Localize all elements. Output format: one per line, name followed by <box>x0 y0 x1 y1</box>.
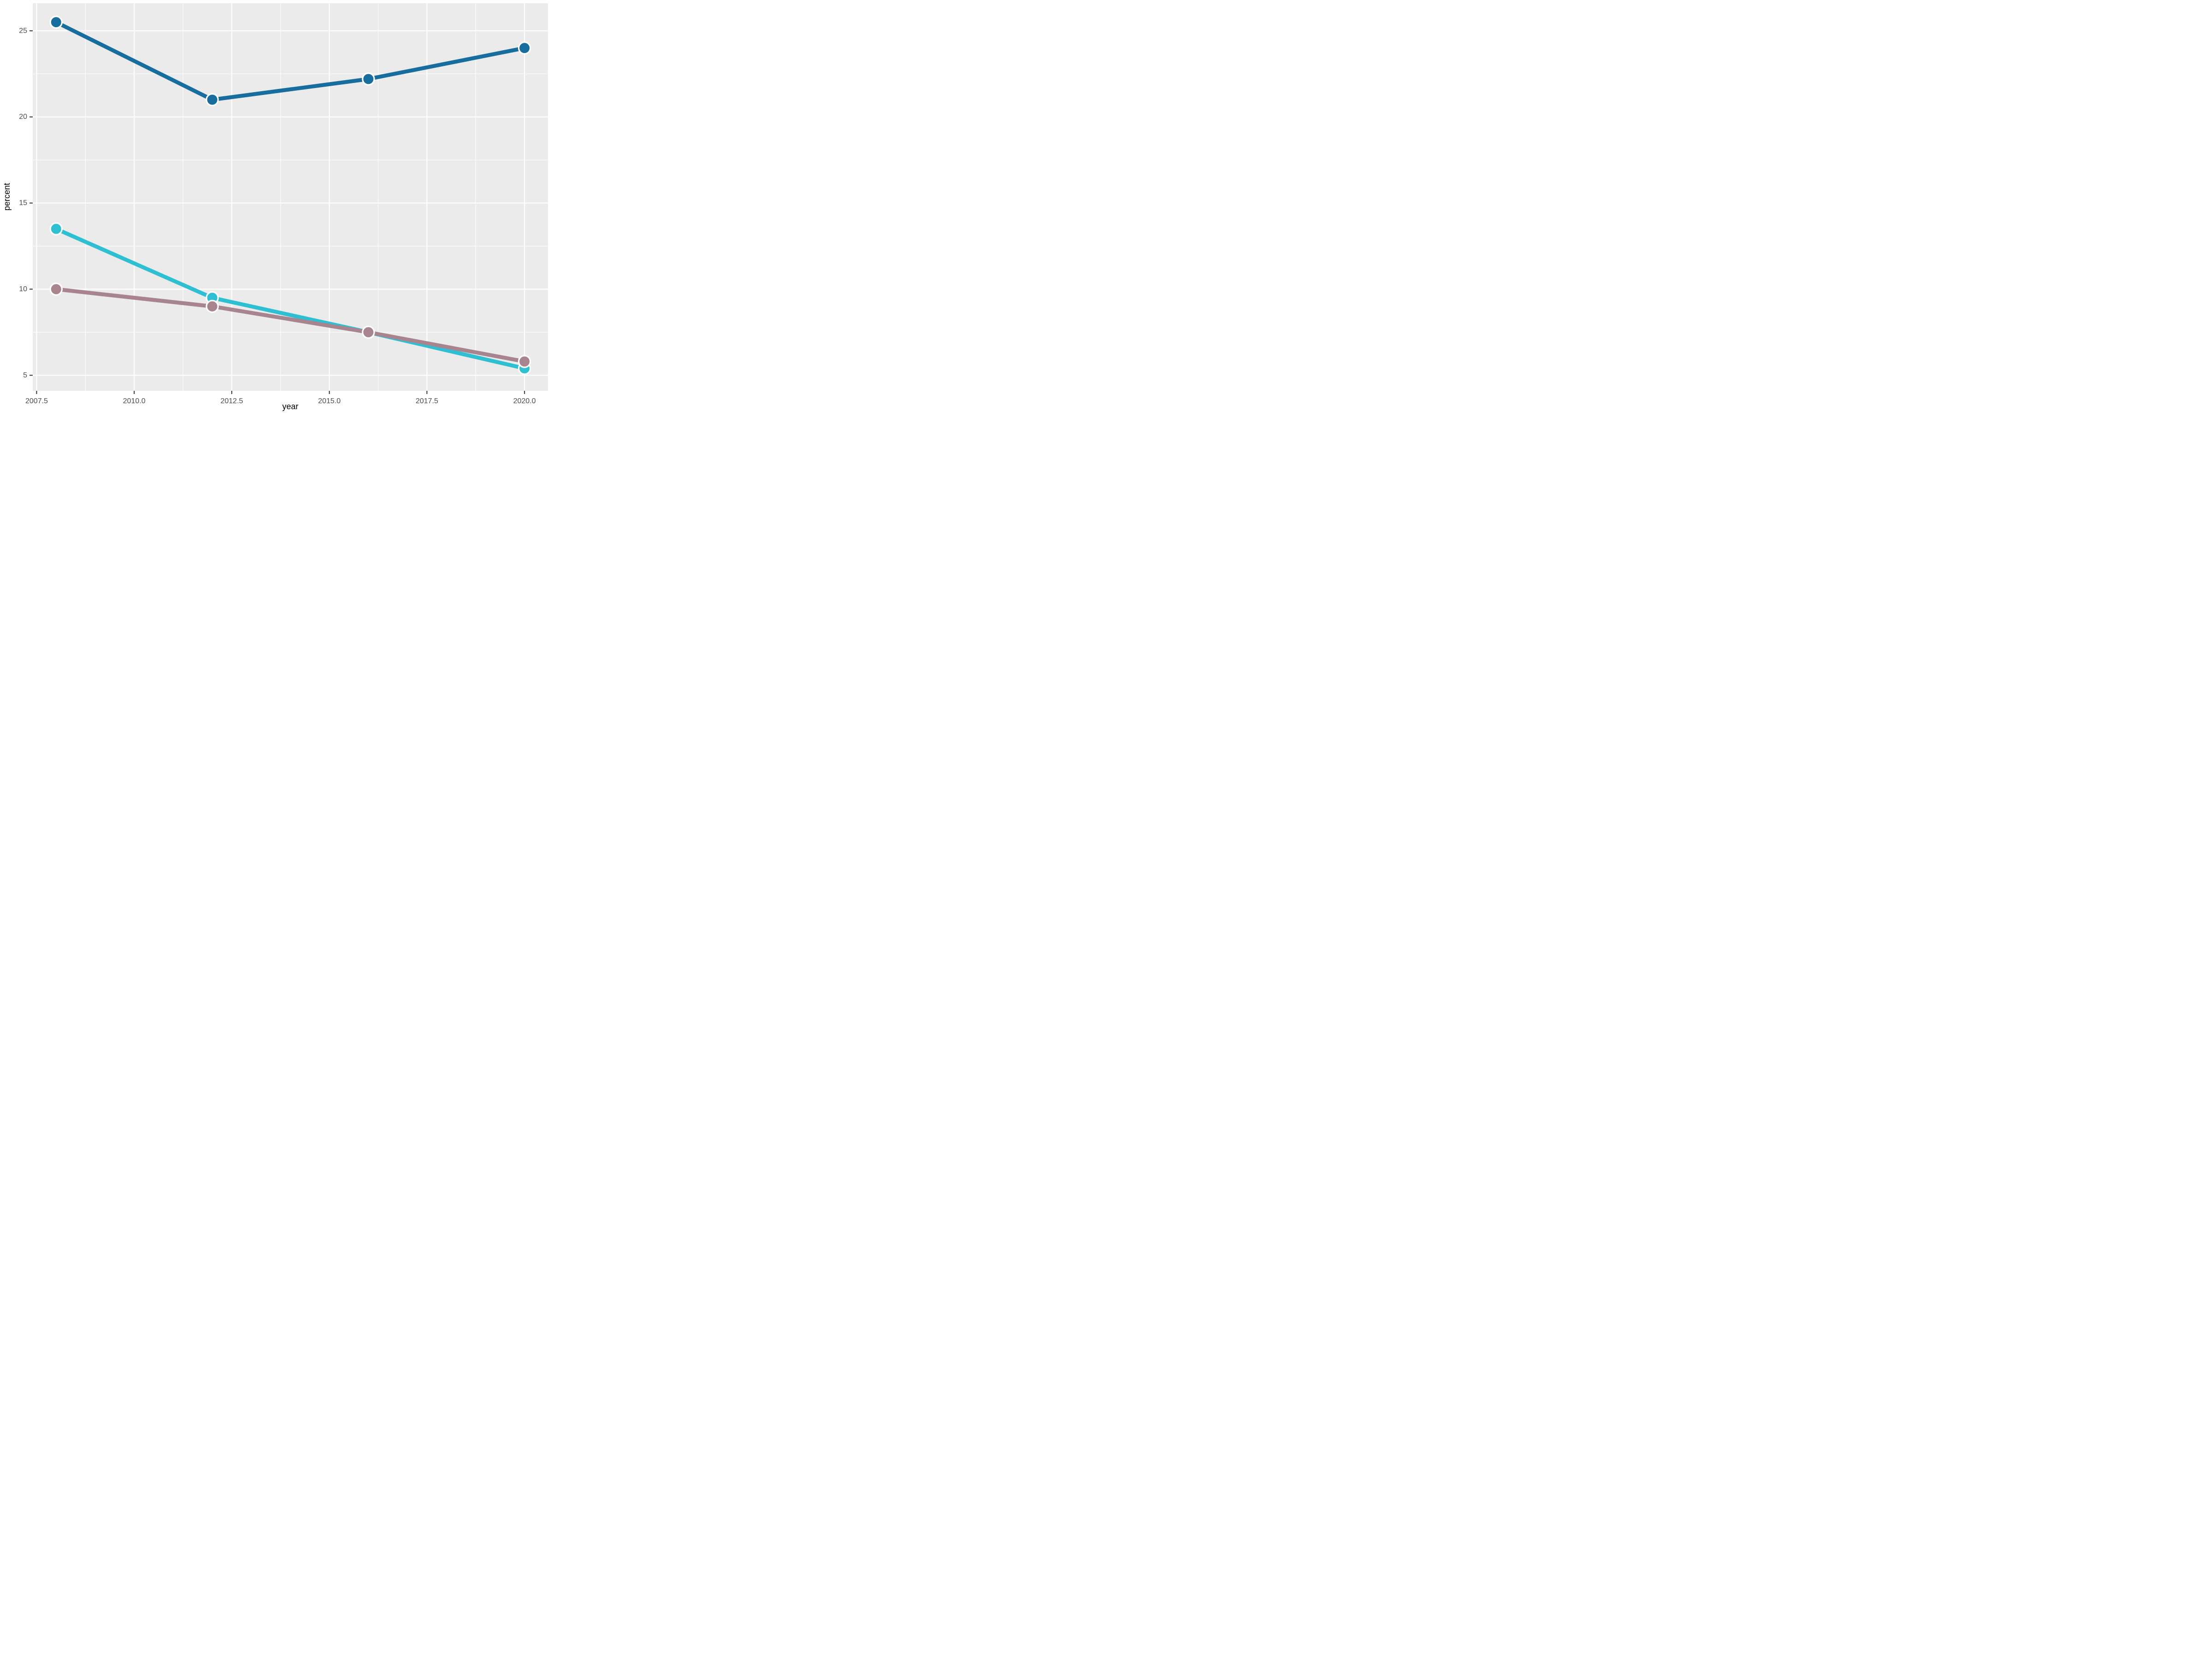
x-tick-label: 2020.0 <box>513 397 536 405</box>
x-tick-label: 2015.0 <box>318 397 341 405</box>
point-series-dark-blue-2020 <box>518 41 531 55</box>
point-series-mauve-2020 <box>518 355 531 368</box>
y-tick-label: 10 <box>19 285 27 293</box>
point-series-cyan-2008 <box>49 222 63 235</box>
point-series-dark-blue-2012 <box>206 93 219 106</box>
line-series-dark-blue <box>55 20 525 102</box>
plot-panel <box>33 3 548 391</box>
chart-figure: 5 10 15 20 25 2007.5 2010.0 2012.5 2015.0 2017.5 2… <box>0 0 553 415</box>
point-series-mauve-2016 <box>362 325 375 339</box>
point-series-dark-blue-2016 <box>362 72 375 86</box>
point-series-mauve-2008 <box>49 282 63 296</box>
x-tick-label: 2017.5 <box>416 397 438 405</box>
point-series-mauve-2012 <box>206 300 219 313</box>
x-tick-label: 2007.5 <box>25 397 48 405</box>
line-chart-canvas: 5 10 15 20 25 2007.5 2010.0 2012.5 2015.0 2017.5 2… <box>19 3 548 405</box>
x-axis-title: year <box>282 402 299 411</box>
y-axis-title: percent <box>2 182 12 211</box>
line-series-cyan <box>55 227 525 371</box>
line-series-mauve <box>56 287 525 364</box>
point-series-dark-blue-2008 <box>49 15 63 29</box>
y-tick-label: 15 <box>19 199 27 207</box>
y-tick-label: 5 <box>23 371 27 379</box>
y-tick-label: 20 <box>19 113 27 121</box>
x-tick-label: 2010.0 <box>123 397 146 405</box>
x-tick-label: 2012.5 <box>220 397 243 405</box>
y-tick-label: 25 <box>19 27 27 35</box>
